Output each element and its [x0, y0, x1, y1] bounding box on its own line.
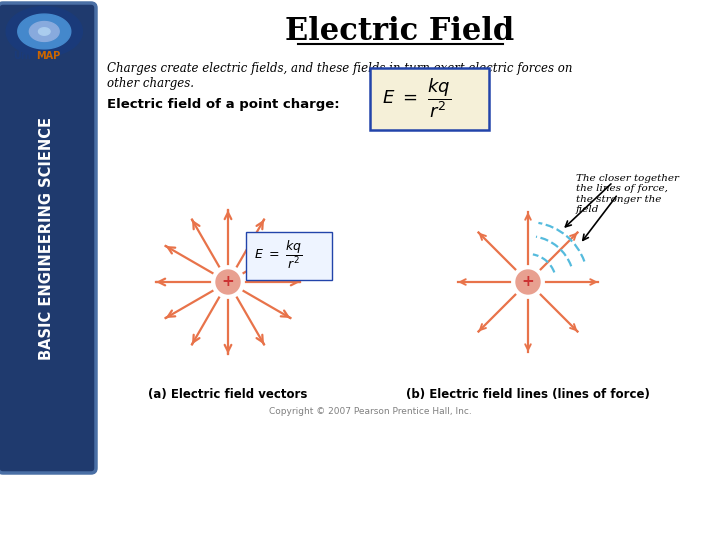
Text: Copyright © 2007 Pearson Prentice Hall, Inc.: Copyright © 2007 Pearson Prentice Hall, … [269, 407, 472, 416]
Polygon shape [38, 28, 50, 35]
Text: Uni: Uni [13, 51, 31, 62]
FancyBboxPatch shape [370, 68, 489, 130]
Text: Electric Field: Electric Field [285, 17, 515, 48]
Polygon shape [18, 14, 71, 49]
Circle shape [516, 270, 540, 294]
Text: (a) Electric field vectors: (a) Electric field vectors [148, 388, 307, 401]
Text: $E\ =\ \dfrac{kq}{r^2}$: $E\ =\ \dfrac{kq}{r^2}$ [254, 239, 302, 271]
Text: +: + [222, 274, 235, 289]
FancyBboxPatch shape [0, 3, 96, 473]
Text: +: + [521, 274, 534, 289]
Text: Electric field of a point charge:: Electric field of a point charge: [107, 98, 340, 111]
Circle shape [216, 270, 240, 294]
Text: The closer together
the lines of force,
the stronger the
field: The closer together the lines of force, … [576, 174, 679, 214]
Polygon shape [6, 6, 82, 56]
Text: MAP: MAP [36, 51, 60, 62]
Text: (b) Electric field lines (lines of force): (b) Electric field lines (lines of force… [406, 388, 650, 401]
Polygon shape [30, 22, 59, 42]
Text: Charges create electric fields, and these fields in turn exert electric forces o: Charges create electric fields, and thes… [107, 62, 572, 90]
FancyBboxPatch shape [246, 232, 332, 280]
Text: BASIC ENGINEERING SCIENCE: BASIC ENGINEERING SCIENCE [40, 117, 55, 360]
Text: $E\ =\ \dfrac{kq}{r^2}$: $E\ =\ \dfrac{kq}{r^2}$ [382, 76, 451, 120]
